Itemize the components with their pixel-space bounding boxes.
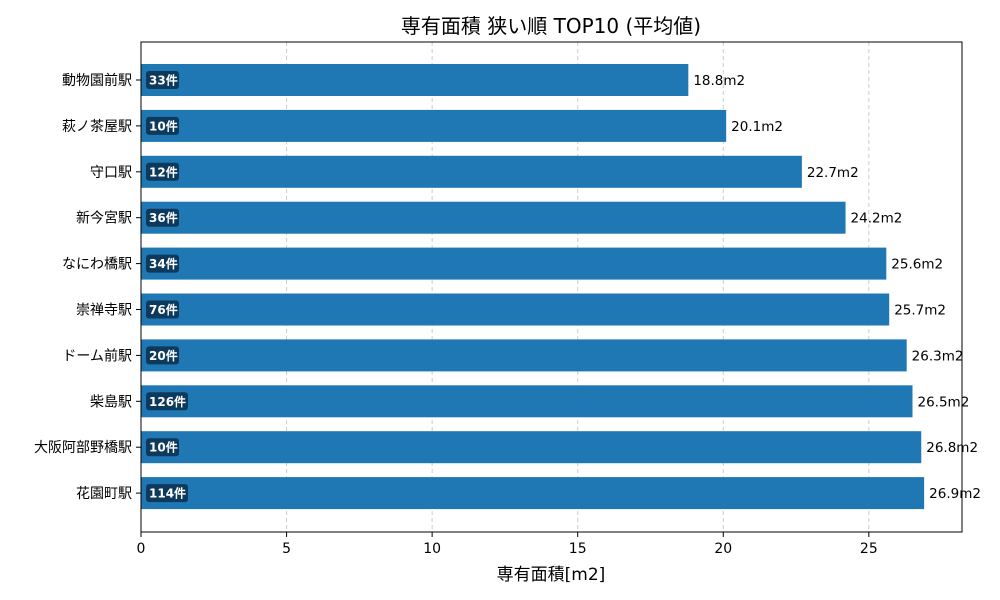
value-label-9: 26.9m2 xyxy=(929,486,981,502)
count-label-6: 20件 xyxy=(149,348,178,363)
category-label-1: 萩ノ茶屋駅 xyxy=(62,119,132,135)
count-badge-8 xyxy=(146,438,179,457)
category-label-9: 花園町駅 xyxy=(76,486,132,502)
value-label-3: 24.2m2 xyxy=(851,211,903,227)
category-label-8: 大阪阿部野橋駅 xyxy=(34,440,132,456)
count-badge-6 xyxy=(146,346,179,365)
value-label-1: 20.1m2 xyxy=(731,119,783,135)
count-label-0: 33件 xyxy=(149,73,178,88)
value-label-0: 18.8m2 xyxy=(693,73,745,89)
count-badge-0 xyxy=(146,71,179,89)
bar-1 xyxy=(141,109,727,142)
count-label-9: 114件 xyxy=(149,486,186,501)
count-badge-1 xyxy=(146,116,179,135)
count-badge-3 xyxy=(146,208,179,227)
category-label-3: 新今宮駅 xyxy=(76,211,132,227)
value-label-6: 26.3m2 xyxy=(912,348,964,364)
category-label-2: 守口駅 xyxy=(90,165,132,181)
x-tick-label-5: 25 xyxy=(860,541,878,557)
category-label-5: 崇禅寺駅 xyxy=(76,303,132,319)
value-label-2: 22.7m2 xyxy=(807,165,859,181)
category-label-7: 柴島駅 xyxy=(90,394,132,410)
x-axis-label: 専有面積[m2] xyxy=(497,565,606,585)
count-label-4: 34件 xyxy=(149,256,178,271)
bar-6 xyxy=(141,339,907,372)
count-badge-5 xyxy=(146,300,179,319)
plot-frame xyxy=(140,41,963,533)
bar-4 xyxy=(141,247,887,280)
x-tick-label-0: 0 xyxy=(137,541,146,557)
bars: 18.8m2 33件 20.1m2 10件 22.7m2 12件 24.2m2 36件 25.6… xyxy=(141,64,981,510)
count-label-8: 10件 xyxy=(149,440,178,455)
x-tick-label-1: 5 xyxy=(282,541,291,557)
value-label-4: 25.6m2 xyxy=(891,257,943,273)
count-badge-4 xyxy=(146,254,179,273)
value-label-7: 26.5m2 xyxy=(918,394,970,410)
count-label-7: 126件 xyxy=(149,394,186,409)
bar-3 xyxy=(141,201,846,234)
count-badge-7 xyxy=(146,392,188,411)
bar-8 xyxy=(141,431,922,464)
count-label-3: 36件 xyxy=(149,210,178,225)
count-label-5: 76件 xyxy=(149,302,178,317)
count-label-1: 10件 xyxy=(149,118,178,133)
chart-title: 専有面積 狭い順 TOP10 (平均値) xyxy=(401,14,701,38)
value-label-5: 25.7m2 xyxy=(894,303,946,319)
x-tick-label-4: 20 xyxy=(714,541,732,557)
x-tick-label-3: 15 xyxy=(569,541,587,557)
bar-0 xyxy=(141,64,689,96)
value-label-8: 26.8m2 xyxy=(926,440,978,456)
count-label-2: 12件 xyxy=(149,164,178,179)
bar-9 xyxy=(141,477,925,510)
x-tick-label-2: 10 xyxy=(423,541,441,557)
bar-5 xyxy=(141,293,890,326)
category-label-6: ドーム前駅 xyxy=(62,347,132,364)
bar-7 xyxy=(141,385,913,418)
count-badge-2 xyxy=(146,162,179,181)
category-label-0: 動物園前駅 xyxy=(62,72,132,89)
axes: 0 5 10 15 20 25 動物園前駅萩ノ茶屋駅守口駅新今宮駅なにわ橋駅崇禅寺駅ドーム前… xyxy=(34,72,878,557)
bar-2 xyxy=(141,155,802,188)
category-label-4: なにわ橋駅 xyxy=(62,257,132,273)
count-badge-9 xyxy=(146,484,188,503)
